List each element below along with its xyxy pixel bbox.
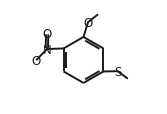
Text: O: O — [43, 28, 52, 41]
Text: O: O — [84, 16, 93, 29]
Text: S: S — [114, 65, 121, 78]
Text: O: O — [31, 54, 41, 67]
Text: N: N — [43, 43, 51, 56]
